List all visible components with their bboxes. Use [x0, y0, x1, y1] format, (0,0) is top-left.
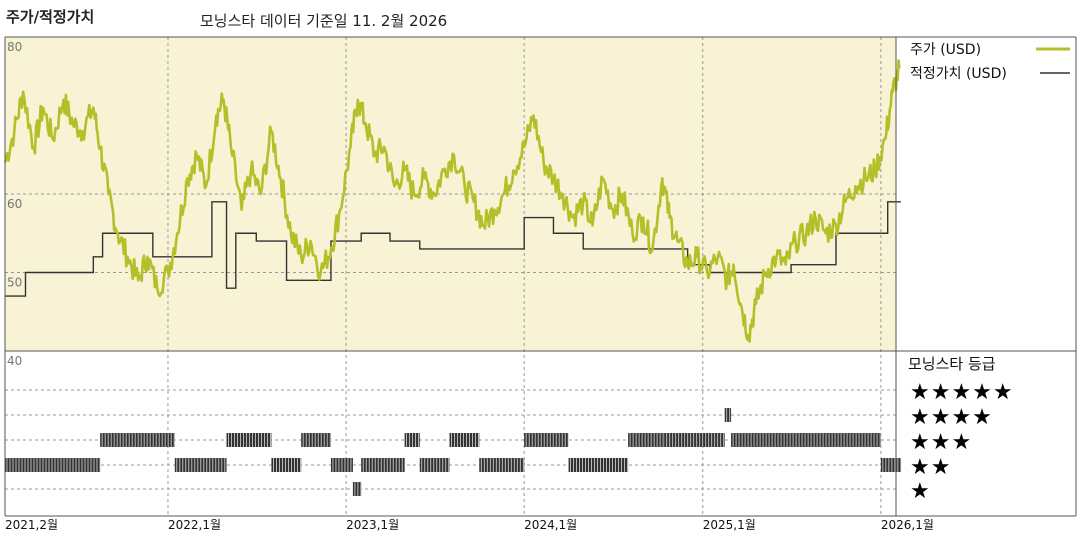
- x-tick-label: 2024,1월: [524, 518, 577, 532]
- y-tick-label: 80: [7, 40, 22, 54]
- x-tick-label: 2022,1월: [168, 518, 221, 532]
- rating-period-3-stars: [404, 433, 420, 447]
- rating-period-3-stars: [524, 433, 569, 447]
- legend-price-label: 주가 (USD): [910, 42, 981, 58]
- rating-period-3-stars: [664, 433, 725, 447]
- x-tick-label: 2021,2월: [5, 518, 58, 532]
- rating-period-3-stars: [628, 433, 665, 447]
- fair-value-line: [5, 201, 901, 297]
- rating-period-3-stars: [449, 433, 480, 447]
- rating-period-2-stars: [361, 458, 405, 472]
- rating-level-label: ★★★★★: [910, 380, 1014, 405]
- rating-bar: [352, 482, 362, 496]
- rating-bar: [361, 458, 405, 472]
- price-line: [3, 59, 901, 343]
- rating-bar: [724, 408, 732, 422]
- x-tick-label: 2025,1월: [703, 518, 756, 532]
- x-tick-label: 2023,1월: [346, 518, 399, 532]
- rating-period-1-stars: [352, 482, 362, 496]
- rating-bar: [628, 433, 665, 447]
- rating-period-2-stars: [419, 458, 450, 472]
- rating-level-label: ★: [910, 479, 931, 504]
- rating-period-2-stars: [174, 458, 227, 472]
- rating-bar: [301, 433, 331, 447]
- chart-title: 주가/적정가치: [6, 8, 95, 26]
- rating-period-2-stars: [479, 458, 525, 472]
- rating-bar: [731, 433, 881, 447]
- rating-period-2-stars: [5, 458, 101, 472]
- chart-subtitle: 모닝스타 데이터 기준일 11. 2월 2026: [200, 12, 448, 30]
- legend-fair-value-label: 적정가치 (USD): [910, 66, 1007, 82]
- rating-period-2-stars: [330, 458, 353, 472]
- y-tick-label: 50: [7, 276, 22, 290]
- rating-bar: [271, 458, 302, 472]
- rating-period-2-stars: [271, 458, 302, 472]
- rating-bar: [664, 433, 725, 447]
- rating-period-3-stars: [301, 433, 331, 447]
- rating-level-label: ★★: [910, 455, 951, 480]
- rating-bar: [419, 458, 450, 472]
- x-tick-label: 2026,1월: [881, 518, 934, 532]
- rating-title: 모닝스타 등급: [908, 355, 996, 373]
- rating-level-label: ★★★: [910, 430, 972, 455]
- rating-period-3-stars: [731, 433, 881, 447]
- rating-period-2-stars: [568, 458, 629, 472]
- rating-period-3-stars: [100, 433, 175, 447]
- rating-bar: [449, 433, 480, 447]
- rating-period-2-stars: [880, 458, 902, 472]
- y-tick-label: 60: [7, 197, 22, 211]
- rating-bar: [568, 458, 629, 472]
- rating-period-3-stars: [226, 433, 272, 447]
- y-tick-label: 40: [7, 354, 22, 368]
- rating-level-label: ★★★★: [910, 405, 993, 430]
- rating-period-4-stars: [724, 408, 732, 422]
